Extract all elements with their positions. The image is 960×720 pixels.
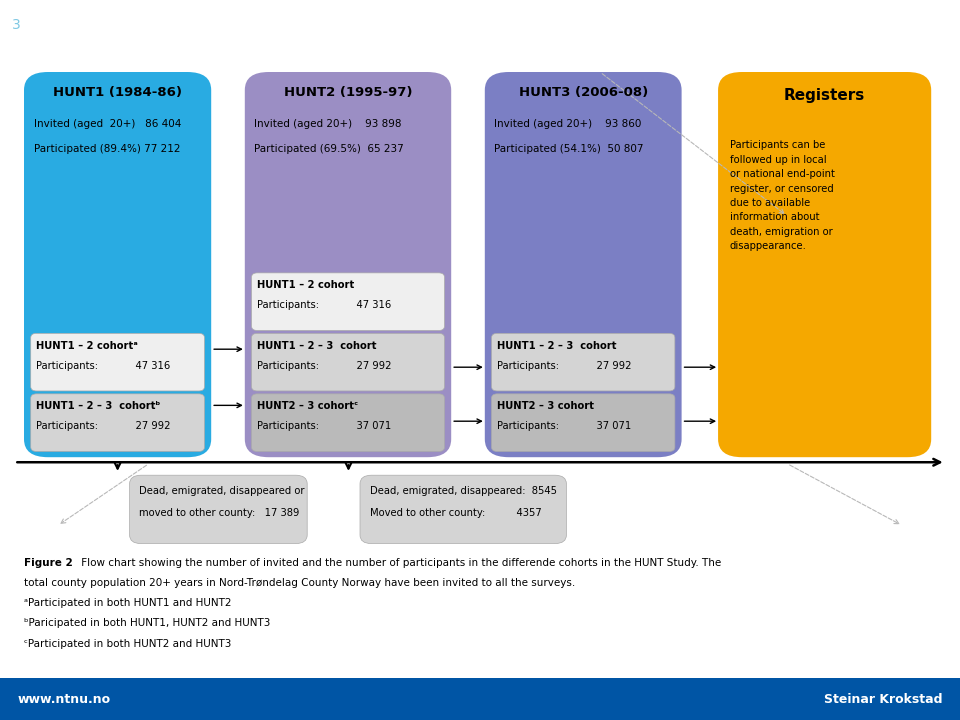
Text: HUNT1 (1984-86): HUNT1 (1984-86): [53, 86, 182, 99]
Text: Steinar Krokstad: Steinar Krokstad: [825, 693, 943, 706]
Text: HUNT2 – 3 cohort: HUNT2 – 3 cohort: [497, 401, 594, 411]
Text: HUNT1 – 2 cohort: HUNT1 – 2 cohort: [257, 280, 354, 290]
Text: www.ntnu.no: www.ntnu.no: [17, 693, 110, 706]
FancyBboxPatch shape: [31, 394, 204, 451]
Text: Invited (aged  20+)   86 404: Invited (aged 20+) 86 404: [34, 119, 181, 129]
Text: HUNT1 – 2 – 3  cohort: HUNT1 – 2 – 3 cohort: [497, 341, 616, 351]
Text: Participated (89.4%) 77 212: Participated (89.4%) 77 212: [34, 144, 180, 154]
FancyBboxPatch shape: [24, 72, 211, 457]
Text: Dead, emigrated, disappeared:  8545: Dead, emigrated, disappeared: 8545: [370, 486, 557, 496]
Text: Participated (54.1%)  50 807: Participated (54.1%) 50 807: [494, 144, 644, 154]
Text: Participants:            27 992: Participants: 27 992: [497, 361, 632, 371]
Text: Participated (69.5%)  65 237: Participated (69.5%) 65 237: [254, 144, 404, 154]
FancyBboxPatch shape: [718, 72, 931, 457]
FancyBboxPatch shape: [245, 72, 451, 457]
FancyBboxPatch shape: [252, 273, 444, 330]
Text: Participants can be
followed up in local
or national end-point
register, or cens: Participants can be followed up in local…: [730, 140, 834, 251]
FancyBboxPatch shape: [492, 394, 675, 451]
Text: Dead, emigrated, disappeared or: Dead, emigrated, disappeared or: [139, 486, 304, 496]
Text: Participants:            47 316: Participants: 47 316: [36, 361, 171, 371]
Text: Registers: Registers: [784, 88, 865, 103]
Text: Participants:            47 316: Participants: 47 316: [257, 300, 392, 310]
Text: Invited (aged 20+)    93 898: Invited (aged 20+) 93 898: [254, 119, 402, 129]
Text: Participants:            27 992: Participants: 27 992: [36, 421, 171, 431]
Text: moved to other county:   17 389: moved to other county: 17 389: [139, 508, 300, 518]
FancyBboxPatch shape: [130, 475, 307, 544]
Bar: [0, 678, 960, 720]
Text: HUNT2 (1995-97): HUNT2 (1995-97): [284, 86, 412, 99]
Text: Moved to other county:          4357: Moved to other county: 4357: [370, 508, 541, 518]
FancyBboxPatch shape: [252, 333, 444, 391]
Text: ᵃParticipated in both HUNT1 and HUNT2: ᵃParticipated in both HUNT1 and HUNT2: [24, 598, 231, 608]
Text: Flow chart showing the number of invited and the number of participants in the d: Flow chart showing the number of invited…: [78, 558, 721, 568]
Text: 3: 3: [12, 18, 20, 32]
Text: HUNT3 (2006-08): HUNT3 (2006-08): [518, 86, 648, 99]
Text: Participants:            37 071: Participants: 37 071: [497, 421, 632, 431]
Text: HUNT1 – 2 – 3  cohortᵇ: HUNT1 – 2 – 3 cohortᵇ: [36, 401, 161, 411]
Text: ᵇParicipated in both HUNT1, HUNT2 and HUNT3: ᵇParicipated in both HUNT1, HUNT2 and HU…: [24, 618, 271, 629]
Text: Participants:            27 992: Participants: 27 992: [257, 361, 392, 371]
FancyBboxPatch shape: [252, 394, 444, 451]
Text: Invited (aged 20+)    93 860: Invited (aged 20+) 93 860: [494, 119, 642, 129]
Text: HUNT1 – 2 cohortᵃ: HUNT1 – 2 cohortᵃ: [36, 341, 138, 351]
FancyBboxPatch shape: [31, 333, 204, 391]
Text: HUNT1 – 2 – 3  cohort: HUNT1 – 2 – 3 cohort: [257, 341, 376, 351]
Text: Participants:            37 071: Participants: 37 071: [257, 421, 392, 431]
Text: Figure 2: Figure 2: [24, 558, 73, 568]
Text: HUNT2 – 3 cohortᶜ: HUNT2 – 3 cohortᶜ: [257, 401, 358, 411]
FancyBboxPatch shape: [360, 475, 566, 544]
FancyBboxPatch shape: [485, 72, 682, 457]
Text: ᶜParticipated in both HUNT2 and HUNT3: ᶜParticipated in both HUNT2 and HUNT3: [24, 639, 231, 649]
FancyBboxPatch shape: [492, 333, 675, 391]
Text: total county population 20+ years in Nord-Trøndelag County Norway have been invi: total county population 20+ years in Nor…: [24, 578, 575, 588]
